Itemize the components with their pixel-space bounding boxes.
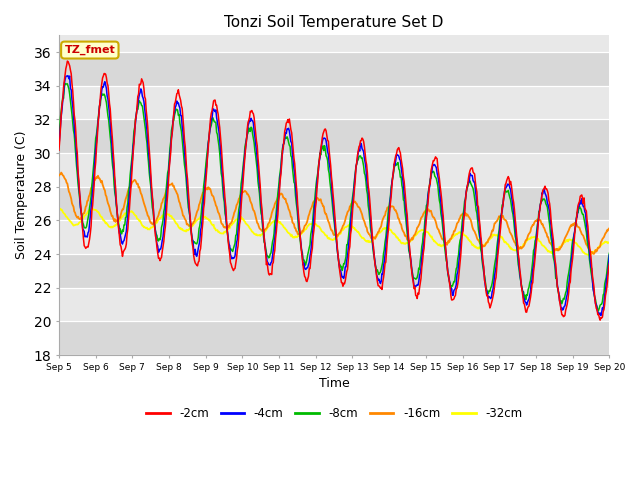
Bar — [59, 288, 609, 321]
-4cm — [418, 255, 426, 261]
Bar — [59, 120, 609, 153]
-4cm — [402, 206, 410, 212]
-2cm — [55, 147, 63, 153]
Bar — [59, 254, 609, 288]
-32cm — [585, 252, 593, 258]
-4cm — [63, 73, 71, 79]
-8cm — [122, 214, 130, 220]
-16cm — [55, 173, 63, 179]
-2cm — [179, 106, 186, 111]
Bar — [59, 220, 609, 254]
-8cm — [207, 122, 215, 128]
-4cm — [66, 73, 74, 79]
-32cm — [207, 219, 214, 225]
-4cm — [207, 117, 215, 123]
-32cm — [177, 227, 185, 232]
Bar — [59, 52, 609, 86]
Bar — [59, 19, 609, 52]
-2cm — [605, 261, 613, 266]
-4cm — [122, 228, 130, 234]
-2cm — [63, 58, 71, 64]
-16cm — [605, 225, 613, 231]
Bar — [59, 153, 609, 187]
-32cm — [65, 217, 73, 223]
Bar — [59, 86, 609, 120]
-2cm — [122, 241, 130, 247]
-16cm — [207, 190, 215, 196]
Line: -2cm: -2cm — [59, 61, 609, 320]
-8cm — [594, 308, 602, 314]
-32cm — [605, 240, 613, 245]
-2cm — [402, 197, 410, 203]
-16cm — [589, 251, 597, 257]
-4cm — [597, 312, 605, 318]
-16cm — [179, 209, 186, 215]
-16cm — [122, 194, 130, 200]
Line: -8cm: -8cm — [59, 84, 609, 311]
Bar — [59, 187, 609, 220]
-32cm — [417, 228, 425, 233]
Line: -16cm: -16cm — [59, 173, 609, 254]
Legend: -2cm, -4cm, -8cm, -16cm, -32cm: -2cm, -4cm, -8cm, -16cm, -32cm — [141, 402, 527, 425]
-32cm — [401, 241, 409, 247]
-2cm — [66, 63, 74, 69]
-4cm — [605, 252, 613, 258]
-4cm — [179, 123, 186, 129]
-32cm — [55, 205, 63, 211]
-32cm — [122, 211, 129, 216]
-8cm — [605, 251, 613, 256]
-8cm — [179, 136, 186, 142]
-8cm — [55, 132, 63, 138]
-4cm — [55, 143, 63, 149]
Title: Tonzi Soil Temperature Set D: Tonzi Soil Temperature Set D — [225, 15, 444, 30]
Line: -32cm: -32cm — [59, 208, 609, 255]
-8cm — [402, 215, 410, 221]
-8cm — [66, 91, 74, 97]
Y-axis label: Soil Temperature (C): Soil Temperature (C) — [15, 131, 28, 259]
-16cm — [66, 190, 74, 196]
-8cm — [418, 244, 426, 250]
Bar — [59, 321, 609, 355]
X-axis label: Time: Time — [319, 377, 349, 390]
-16cm — [58, 170, 65, 176]
Text: TZ_fmet: TZ_fmet — [65, 45, 115, 55]
-2cm — [418, 264, 426, 270]
-16cm — [418, 214, 426, 220]
-2cm — [596, 317, 604, 323]
-2cm — [207, 110, 215, 116]
Line: -4cm: -4cm — [59, 76, 609, 315]
-8cm — [61, 81, 69, 86]
-16cm — [402, 233, 410, 239]
